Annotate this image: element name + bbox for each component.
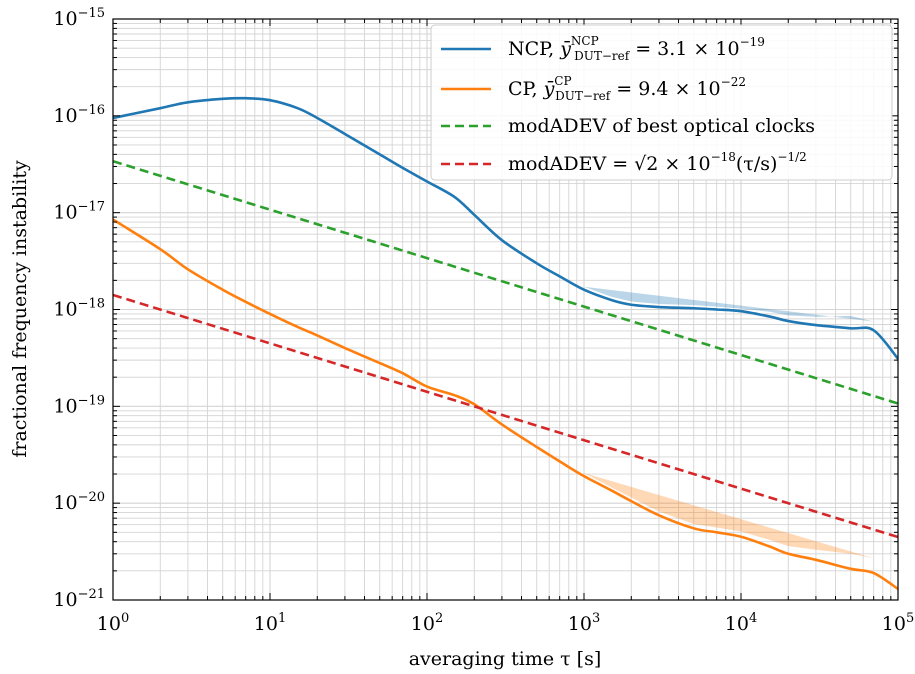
legend: NCP, ȳNCP DUT−ref = 3.1 × 10−19 CP, ȳCP DUT… [430, 24, 893, 181]
series-0-band [584, 286, 874, 322]
x-tick-labels: 100 101 102 103 104 105 [97, 611, 914, 635]
y-tick-label: 10−21 [53, 587, 105, 611]
x-tick-label: 103 [568, 611, 600, 635]
y-tick-label: 10−20 [53, 490, 105, 514]
x-tick-label: 100 [97, 611, 129, 635]
series-0-line [113, 96, 898, 360]
y-tick-label: 10−16 [53, 103, 105, 127]
x-tick-label: 105 [882, 611, 914, 635]
legend-label-2: modADEV of best optical clocks [508, 115, 815, 137]
uncertainty-bands [584, 286, 874, 559]
y-tick-labels: 10−21 10−20 10−19 10−18 10−17 10−16 10−15 [53, 6, 105, 611]
ticks [112, 18, 899, 601]
legend-label-1: CP, ȳCP DUT−ref = 9.4 × 10−22 [508, 74, 746, 103]
y-axis-title: fractional frequency instability [9, 160, 31, 458]
series-1-line [113, 218, 898, 591]
legend-label-0: NCP, ȳNCP DUT−ref = 3.1 × 10−19 [508, 34, 765, 63]
y-tick-label: 10−19 [53, 393, 105, 417]
x-axis-title: averaging time τ [s] [409, 648, 602, 670]
legend-label-3: modADEV = √2 × 10−18(τ/s)−1/2 [508, 150, 807, 175]
series-1-band [584, 472, 874, 559]
x-tick-label: 102 [411, 611, 443, 635]
y-tick-label: 10−17 [53, 200, 105, 224]
x-tick-label: 101 [254, 611, 286, 635]
legend-box [430, 24, 893, 181]
series-2-line [113, 159, 898, 405]
y-tick-label: 10−15 [53, 6, 105, 30]
series-3-line [113, 293, 898, 539]
y-tick-label: 10−18 [53, 297, 105, 321]
series-lines [113, 96, 898, 591]
x-tick-label: 104 [725, 611, 757, 635]
